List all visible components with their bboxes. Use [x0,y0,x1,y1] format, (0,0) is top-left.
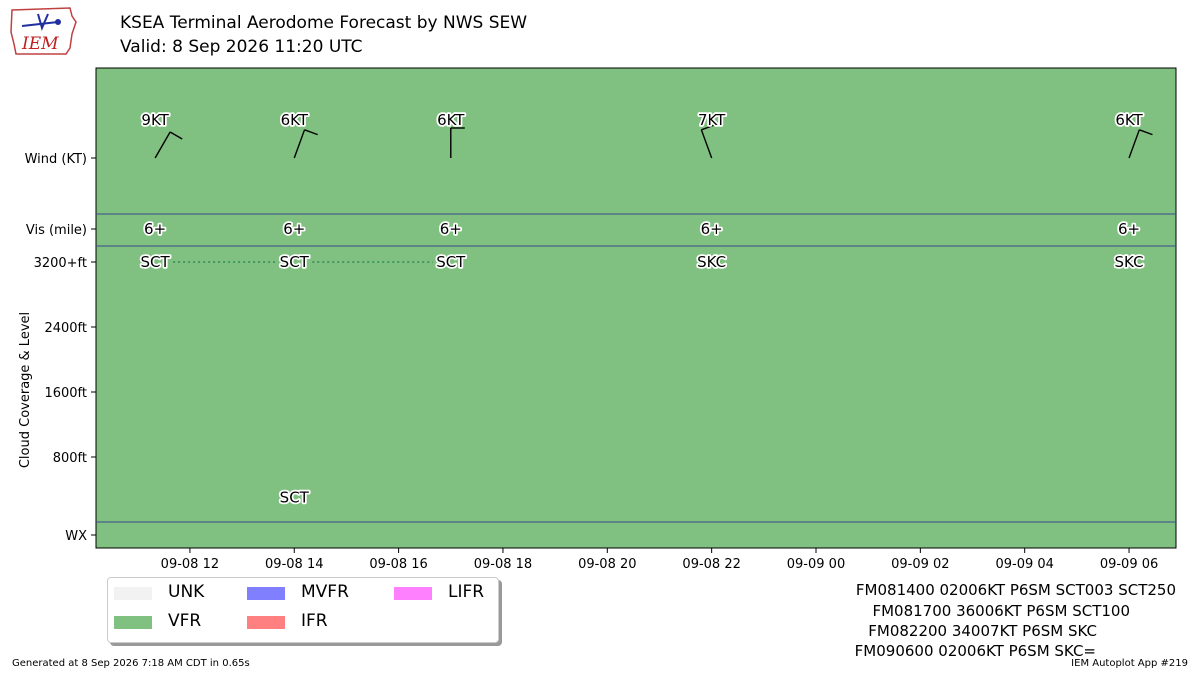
y-axis: Wind (KT) Vis (mile) 3200+ft 2400ft 1600ft 80… [18,152,96,544]
cloud-tick-label: 2400ft [44,321,87,336]
chart-valid-time: Valid: 8 Sep 2026 11:20 UTC [120,37,363,57]
wind-speed-label: 6KT [437,111,465,129]
legend-swatch-mvfr [247,587,285,600]
wind-speed-label: 7KT [698,111,726,129]
raw-taf-line: FM081700 36006KT P6SM SCT100 [872,602,1130,620]
x-tick-label: 09-09 02 [891,557,949,572]
legend-label-mvfr: MVFR [301,582,349,602]
vis-row-label: Vis (mile) [26,223,87,238]
x-tick-label: 09-09 06 [1100,557,1158,572]
raw-taf-line: FM081400 02006KT P6SM SCT003 SCT250 [855,581,1176,599]
raw-taf-line: FM090600 02006KT P6SM SKC= [854,642,1096,660]
flight-category-band [95,67,1177,549]
legend-label-ifr: IFR [301,611,328,631]
x-tick-label: 09-08 16 [369,557,427,572]
legend-swatch-unk [114,587,152,600]
cloud-coverage-label: SKC [697,253,726,271]
visibility-label: 6+ [701,220,723,238]
visibility-label: 6+ [283,220,305,238]
legend-swatch-ifr [247,616,285,629]
legend-label-lifr: LIFR [448,582,485,602]
cloud-tick-label: 1600ft [44,386,87,401]
footer-app: IEM Autoplot App #219 [1071,658,1188,669]
wx-row-label: WX [65,529,87,544]
chart-title: KSEA Terminal Aerodome Forecast by NWS S… [120,13,528,33]
wind-barb-flag [304,129,318,136]
footer-generated: Generated at 8 Sep 2026 7:18 AM CDT in 0… [12,658,250,669]
wind-row-label: Wind (KT) [25,152,87,167]
visibility-label: 6+ [144,220,166,238]
wind-barb-flag [1139,129,1153,136]
wind-speed-label: 6KT [281,111,309,129]
wind-speed-label: 9KT [141,111,169,129]
cloud-axis-label: Cloud Coverage & Level [18,312,33,468]
wind-speed-label: 6KT [1115,111,1143,129]
wind-barb-flag [169,131,183,140]
forecast-marks: 9KT 6+ SCT 6KT 6+ SCT SCT 6KT 6+ SCT 7KT 6+ SKC 6KT 6+… [139,109,1153,508]
iem-logo: IEM [10,7,77,55]
x-tick-label: 09-09 00 [787,557,845,572]
wind-barb-staff [700,129,713,159]
cloud-tick-label: 800ft [53,451,87,466]
cloud-coverage-label: SCT [280,489,310,507]
x-tick-label: 09-08 12 [161,557,219,572]
legend: UNK VFR MVFR IFR LIFR [107,577,499,643]
logo-text: IEM [21,34,59,54]
cloud-coverage-label: SCT [141,253,171,271]
x-axis: 09-08 12 09-08 14 09-08 16 09-08 18 09-08 20… [161,548,1158,572]
x-tick-label: 09-08 22 [682,557,740,572]
cloud-coverage-label: SKC [1115,253,1144,271]
legend-swatch-vfr [114,616,152,629]
raw-taf-line: FM082200 34007KT P6SM SKC [868,622,1097,640]
x-tick-label: 09-08 20 [578,557,636,572]
wind-barb-staff [293,129,306,159]
x-tick-label: 09-08 14 [265,557,323,572]
x-tick-label: 09-09 04 [995,557,1053,572]
wind-barb-flag [701,124,715,131]
legend-label-unk: UNK [168,582,205,602]
visibility-label: 6+ [440,220,462,238]
legend-swatch-lifr [394,587,432,600]
legend-label-vfr: VFR [168,611,202,631]
wind-barb-staff [1128,129,1140,159]
cloud-tick-label: 3200+ft [34,256,87,271]
visibility-label: 6+ [1118,220,1140,238]
plot-area [95,67,1177,549]
wind-barb-staff [154,131,171,159]
cloud-coverage-label: SCT [436,253,466,271]
cloud-coverage-label: SCT [280,253,310,271]
x-tick-label: 09-08 18 [474,557,532,572]
